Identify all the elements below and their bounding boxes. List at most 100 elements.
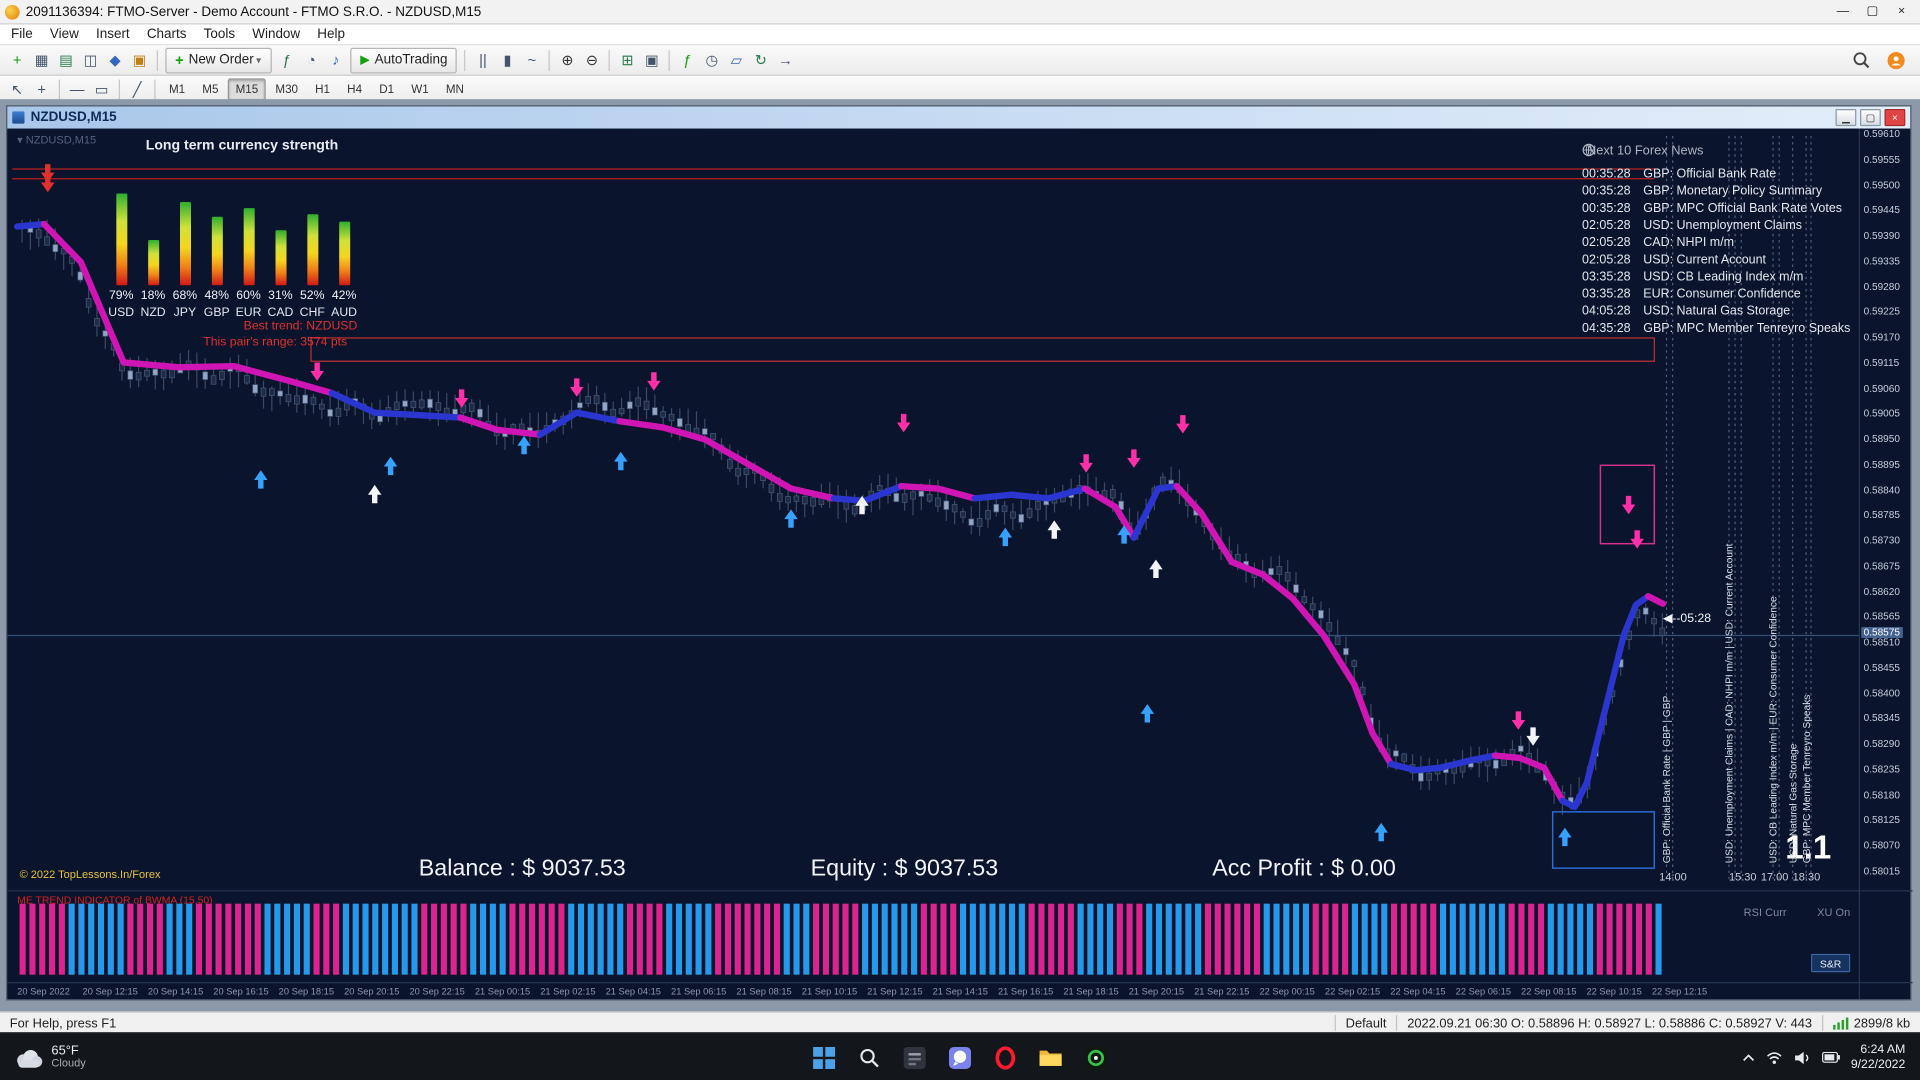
auto-arrange-icon[interactable]: ▣ [645, 51, 659, 69]
news-text: CAD: NHPI m/m [1643, 235, 1735, 250]
alerts-sound-icon[interactable]: ♪ [332, 51, 340, 69]
indicators-icon[interactable]: ƒ [683, 51, 692, 69]
histogram-bar [1018, 903, 1025, 975]
rectangle-tool-icon[interactable]: ▭ [94, 80, 109, 98]
toolbar-separator [58, 78, 60, 100]
crosshair-tool-icon[interactable]: + [37, 80, 46, 98]
histogram-bar [1361, 903, 1368, 975]
menu-view[interactable]: View [49, 26, 79, 42]
restore-button[interactable]: ▢ [1866, 4, 1879, 19]
autotrading-button[interactable]: ▶ AutoTrading [350, 47, 458, 73]
chart-shift-icon[interactable]: → [778, 51, 793, 69]
chart-restore-button[interactable]: ▢ [1860, 108, 1881, 127]
chevron-up-icon[interactable] [1742, 1052, 1754, 1062]
battery-icon[interactable] [1821, 1051, 1840, 1063]
pointer-tool-icon[interactable]: ↖ [10, 80, 24, 98]
search-taskbar-icon[interactable] [855, 1043, 884, 1072]
timeframe-h1[interactable]: H1 [315, 82, 331, 97]
menu-help[interactable]: Help [317, 26, 345, 42]
navigator-icon[interactable]: ◆ [109, 51, 121, 69]
news-time: 02:05:28 [1582, 235, 1631, 250]
weather-widget[interactable]: 65°F Cloudy [0, 1044, 98, 1070]
histogram-bar [744, 903, 751, 975]
menu-insert[interactable]: Insert [95, 26, 130, 42]
histogram-bar [480, 903, 487, 975]
menu-charts[interactable]: Charts [146, 26, 187, 42]
line-chart-icon[interactable]: ~ [527, 51, 537, 69]
histogram-bar [1136, 903, 1143, 975]
timeframe-m30[interactable]: M30 [275, 82, 299, 97]
status-profile[interactable]: Default [1334, 1015, 1397, 1032]
timeframe-d1[interactable]: D1 [379, 82, 395, 97]
timeframe-mn[interactable]: MN [445, 82, 464, 97]
clock-date: 9/22/2022 [1850, 1057, 1906, 1071]
histogram-bar [254, 903, 261, 975]
horizontal-line-tool-icon[interactable]: — [69, 80, 85, 98]
timeframe-m5[interactable]: M5 [202, 82, 219, 97]
up-arrow-signal [1374, 822, 1388, 842]
menu-file[interactable]: File [11, 26, 33, 42]
up-arrow-signal [1558, 827, 1572, 847]
open-profile-icon[interactable]: ▦ [34, 51, 49, 69]
histogram-bar [1430, 903, 1437, 975]
zoom-in-icon[interactable]: ⊕ [561, 51, 574, 69]
menu-window[interactable]: Window [252, 26, 301, 42]
histogram-bar [1283, 903, 1290, 975]
histogram-bar [1087, 903, 1094, 975]
strategy-tester-icon[interactable]: ◔ [306, 51, 316, 69]
chart-window-titlebar[interactable]: NZDUSD,M15 ▁ ▢ × [7, 106, 1911, 130]
close-button[interactable]: × [1898, 4, 1906, 19]
time-axis[interactable]: 20 Sep 2022 20 Sep 12:15 20 Sep 14:15 20 Se… [7, 983, 1912, 1000]
chart-minimize-button[interactable]: ▁ [1835, 108, 1857, 127]
trend-indicator-panel[interactable]: ME TREND INDICATOR of BWMA (15,50) RSI C… [7, 891, 1912, 980]
histogram-bar [1332, 903, 1339, 975]
timeframe-m1[interactable]: M1 [168, 82, 186, 97]
teams-icon[interactable] [945, 1043, 974, 1072]
big-ratio-label: 1.1 [1785, 828, 1832, 866]
timeframe-w1[interactable]: W1 [411, 82, 429, 97]
app-window-icon[interactable] [900, 1043, 929, 1072]
new-chart-icon[interactable]: + [12, 51, 22, 69]
indicator-separator[interactable] [7, 890, 1913, 892]
search-icon[interactable] [1849, 48, 1873, 71]
timeframe-m15[interactable]: M15 [228, 78, 266, 101]
candlestick-chart-icon[interactable]: ▮ [503, 51, 512, 69]
new-order-button[interactable]: + New Order ▾ [165, 47, 273, 73]
menu-tools[interactable]: Tools [203, 26, 236, 42]
start-button[interactable] [809, 1043, 838, 1072]
taskbar-clock[interactable]: 6:24 AM 9/22/2022 [1851, 1043, 1905, 1071]
currency-strength-meter: 79% USD 18% NZD 68% JPY 48% GBP 60% EUR 31% CAD 52% C… [105, 178, 365, 320]
zoom-out-icon[interactable]: ⊖ [585, 51, 599, 69]
bar-chart-icon[interactable]: || [479, 51, 487, 69]
histogram-bar [656, 903, 663, 975]
strength-bar [306, 214, 318, 286]
price-axis[interactable]: 0.59610 0.59555 0.59500 0.59445 0.59390 0.593… [1860, 129, 1913, 891]
terminal-icon[interactable]: ▣ [132, 51, 147, 69]
data-window-icon[interactable]: ◫ [83, 51, 98, 69]
market-watch-icon[interactable]: ▤ [59, 51, 74, 69]
chart-area[interactable]: ▾ NZDUSD,M15 Long term currency strength… [7, 129, 1859, 891]
trendline-tool-icon[interactable]: ╱ [132, 80, 142, 98]
snr-button[interactable]: S&R [1811, 953, 1851, 973]
opera-icon[interactable] [991, 1043, 1020, 1072]
refresh-icon[interactable]: ↻ [754, 51, 768, 69]
community-icon[interactable] [1883, 48, 1907, 71]
file-explorer-icon[interactable] [1036, 1043, 1065, 1072]
browser-green-icon[interactable] [1081, 1043, 1110, 1072]
histogram-bar [1097, 903, 1104, 975]
tile-windows-icon[interactable]: ⊞ [621, 51, 634, 69]
current-price-tag: 0.58575 [1861, 626, 1903, 638]
window-controls: — ▢ × [1829, 2, 1915, 20]
templates-icon[interactable]: ▱ [730, 51, 743, 69]
expert-advisors-icon[interactable]: ƒ [282, 51, 291, 69]
periods-icon[interactable]: ◷ [705, 51, 719, 69]
histogram-bar [29, 903, 36, 975]
chart-close-button[interactable]: × [1884, 108, 1906, 127]
news-vline-label: USD: Unemployment Claims | CAD: NHPI m/m… [1722, 543, 1736, 864]
histogram-bar [666, 903, 673, 975]
news-text: GBP: Monetary Policy Summary [1643, 184, 1823, 198]
wifi-icon[interactable] [1765, 1050, 1782, 1065]
minimize-button[interactable]: — [1836, 4, 1849, 19]
volume-icon[interactable] [1793, 1050, 1810, 1065]
timeframe-h4[interactable]: H4 [347, 82, 363, 97]
